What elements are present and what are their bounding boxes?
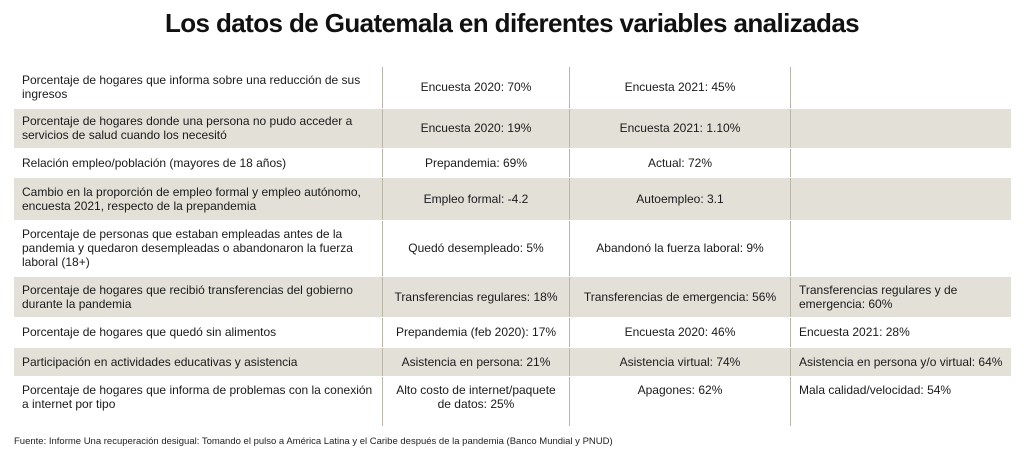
table-row: Cambio en la proporción de empleo formal… [14, 177, 1011, 221]
page-title: Los datos de Guatemala en diferentes var… [164, 8, 860, 38]
cell-col3: Encuesta 2021: 28% [790, 317, 1011, 348]
row-label: Porcentaje de hogares que quedó sin alim… [14, 317, 383, 348]
cell-col1: Transferencias regulares: 18% [382, 276, 570, 318]
cell-col3: Asistencia en persona y/o virtual: 64% [790, 347, 1011, 377]
cell-col1: Alto costo de internet/paquete de datos:… [382, 376, 570, 427]
cell-col1: Prepandemia: 69% [382, 148, 570, 178]
row-label: Porcentaje de hogares donde una persona … [14, 108, 383, 149]
cell-col2: Actual: 72% [569, 148, 791, 178]
cell-col2: Abandonó la fuerza laboral: 9% [569, 220, 791, 277]
cell-col3 [790, 220, 1011, 277]
cell-col1: Prepandemia (feb 2020): 17% [382, 317, 570, 348]
cell-col3: Transferencias regulares y de emergencia… [790, 276, 1011, 318]
cell-col3 [790, 108, 1011, 149]
cell-col3 [790, 177, 1011, 221]
cell-col2: Apagones: 62% [569, 376, 791, 427]
cell-col3: Mala calidad/velocidad: 54% [790, 376, 1011, 427]
row-label: Participación en actividades educativas … [14, 347, 383, 377]
cell-col1: Empleo formal: -4.2 [382, 177, 570, 221]
row-label: Porcentaje de hogares que informa de pro… [14, 376, 383, 427]
table-row: Relación empleo/población (mayores de 18… [14, 148, 1011, 178]
table-row: Porcentaje de hogares que recibió transf… [14, 276, 1011, 318]
cell-col1: Encuesta 2020: 19% [382, 108, 570, 149]
table-row: Porcentaje de hogares donde una persona … [14, 108, 1011, 149]
data-table: Porcentaje de hogares que informa sobre … [14, 67, 1011, 427]
row-label: Porcentaje de hogares que informa sobre … [14, 67, 383, 109]
table-row: Porcentaje de hogares que quedó sin alim… [14, 317, 1011, 348]
table-row: Porcentaje de hogares que informa sobre … [14, 67, 1011, 109]
cell-col2: Autoempleo: 3.1 [569, 177, 791, 221]
row-label: Porcentaje de personas que estaban emple… [14, 220, 383, 277]
cell-col3 [790, 148, 1011, 178]
cell-col1: Encuesta 2020: 70% [382, 67, 570, 109]
cell-col1: Quedó desempleado: 5% [382, 220, 570, 277]
cell-col2: Encuesta 2020: 46% [569, 317, 791, 348]
table-row: Porcentaje de personas que estaban emple… [14, 220, 1011, 277]
cell-col3 [790, 67, 1011, 109]
row-label: Porcentaje de hogares que recibió transf… [14, 276, 383, 318]
cell-col1: Asistencia en persona: 21% [382, 347, 570, 377]
source-note: Fuente: Informe Una recuperación desigua… [14, 436, 613, 447]
row-label: Relación empleo/población (mayores de 18… [14, 148, 383, 178]
cell-col2: Encuesta 2021: 1.10% [569, 108, 791, 149]
cell-col2: Transferencias de emergencia: 56% [569, 276, 791, 318]
cell-col2: Asistencia virtual: 74% [569, 347, 791, 377]
table-row: Porcentaje de hogares que informa de pro… [14, 376, 1011, 427]
cell-col2: Encuesta 2021: 45% [569, 67, 791, 109]
table-row: Participación en actividades educativas … [14, 347, 1011, 377]
row-label: Cambio en la proporción de empleo formal… [14, 177, 383, 221]
